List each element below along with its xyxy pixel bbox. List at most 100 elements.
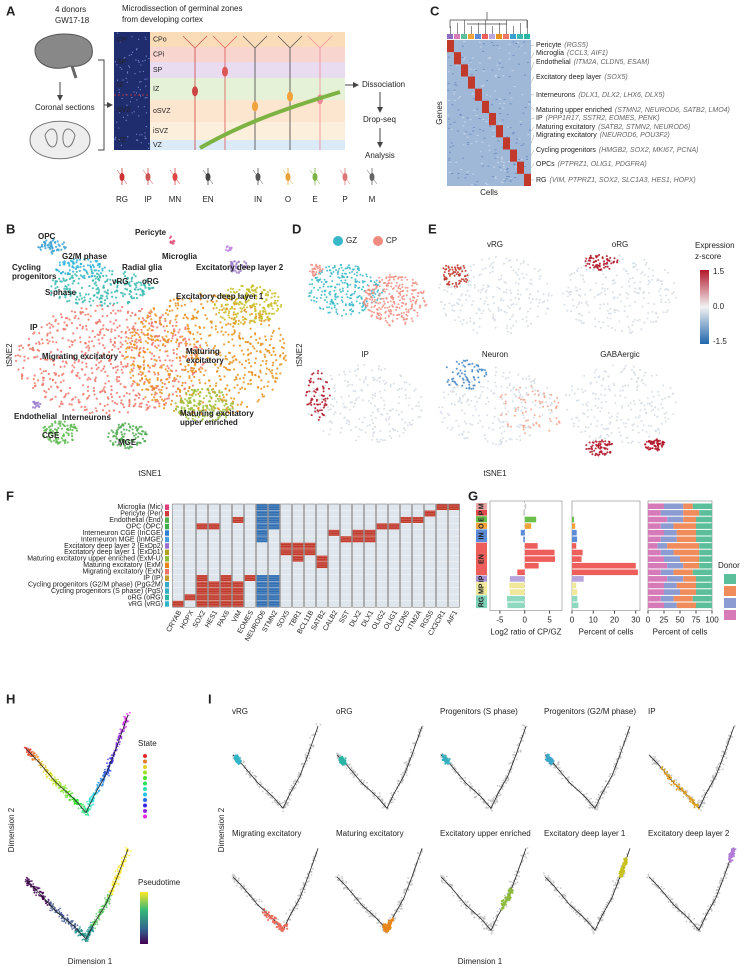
label: IP (144, 195, 152, 204)
cell-dot (647, 302, 650, 305)
cell-dot (524, 432, 526, 435)
cell-dot (253, 321, 256, 324)
cell-dot (276, 299, 279, 302)
heatmap-noise (512, 41, 515, 43)
cell-dot (623, 367, 626, 370)
cell-dot (497, 308, 500, 311)
cell-dot (116, 284, 119, 287)
cell-dot (486, 387, 489, 390)
cell-dot (108, 269, 111, 272)
cell-dot (94, 376, 97, 379)
cell-dot (227, 294, 230, 297)
cell-dot (360, 288, 363, 291)
cell-dot (378, 440, 381, 443)
cell-dot (37, 246, 40, 249)
tissue-speck (123, 58, 125, 60)
cell-dot (90, 367, 93, 370)
heatmap-noise (525, 156, 528, 158)
cell-dot (446, 290, 449, 293)
cell-dot (352, 310, 354, 313)
cell-dot (262, 306, 265, 309)
cell-dot (451, 371, 454, 374)
cell-dot (47, 388, 51, 391)
cell-dot (233, 307, 236, 311)
cell-dot (390, 437, 393, 440)
cell-dot (188, 375, 191, 378)
cell-dot (133, 273, 136, 276)
cell-dot (72, 408, 75, 411)
cell-dot (129, 314, 132, 317)
heatmap-noise (466, 136, 469, 138)
cell-dot (251, 319, 254, 322)
cell-dot (479, 297, 482, 300)
tissue-speck (137, 86, 139, 88)
cell-dot (627, 418, 630, 421)
cell-dot (274, 353, 277, 357)
heatmap-noise (494, 149, 497, 151)
cell-dot (634, 301, 637, 303)
cell-dot (340, 299, 343, 302)
cell-dot (261, 342, 264, 346)
cell-dot (81, 325, 85, 328)
cell-dot (118, 395, 121, 398)
cell-dot (250, 286, 253, 289)
cell-dot (495, 443, 497, 446)
cell-dot (140, 331, 143, 334)
cell-dot (107, 380, 110, 383)
cell-dot (631, 324, 634, 327)
cell-dot (344, 272, 346, 275)
cell-dot (214, 418, 217, 421)
cell-dot (515, 320, 518, 323)
cell-dot (36, 404, 39, 407)
cell-dot (407, 311, 410, 314)
cell-dot (610, 262, 613, 265)
cell-dot (150, 321, 153, 325)
cell-dot (227, 341, 230, 344)
cell-dot (268, 344, 271, 347)
cell-dot (385, 277, 388, 280)
cell-dot (233, 386, 236, 389)
label: RG (536, 177, 547, 184)
cell-dot (62, 379, 65, 382)
cell-dot (370, 280, 372, 283)
line (202, 169, 214, 185)
cell-dot (115, 391, 118, 394)
tissue-speck (145, 112, 147, 114)
cell-dot (228, 248, 231, 251)
heatmap-noise (454, 82, 457, 84)
cell-dot (473, 376, 476, 379)
cell-dot (95, 368, 98, 371)
cell-dot (553, 400, 556, 403)
cell-dot (78, 377, 81, 380)
cell-dot (336, 283, 339, 286)
cell-dot (643, 374, 646, 377)
cell-dot (149, 315, 152, 318)
cell-dot (586, 415, 589, 418)
cell-dot (146, 329, 149, 332)
cell-dot (442, 274, 445, 276)
cell-dot (64, 393, 68, 396)
cell-dot (543, 392, 546, 395)
cell-dot (583, 280, 586, 283)
cell-dot (649, 442, 652, 445)
cell-dot (177, 345, 180, 348)
cell-dot (595, 381, 598, 384)
cell-dot (652, 395, 655, 398)
cell-dot (237, 260, 240, 263)
cell-dot (271, 331, 274, 334)
cell-dot (452, 390, 455, 393)
cell-dot (206, 357, 209, 360)
cell-dot (187, 407, 190, 410)
cell-dot (150, 318, 153, 321)
cell-dot (86, 389, 89, 392)
cell-dot (221, 326, 224, 329)
heatmap-noise (512, 55, 515, 57)
cell-dot (233, 397, 236, 400)
label: IN (254, 195, 262, 204)
cell-dot (251, 373, 254, 376)
cell-dot (494, 326, 497, 329)
heatmap-noise (503, 98, 506, 100)
cell-dot (644, 384, 647, 387)
cell-dot (529, 380, 532, 383)
cell-dot (98, 297, 101, 301)
